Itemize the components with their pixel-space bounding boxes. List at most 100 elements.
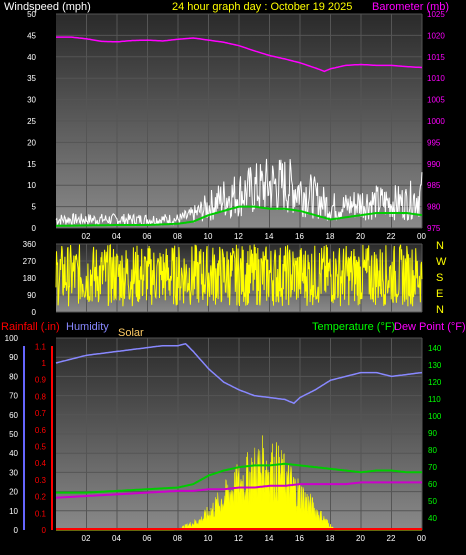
barometer-y-tick: 985 [427, 181, 441, 190]
temperature-y-tick: 110 [428, 395, 441, 404]
rain-y-tick: 0.9 [35, 376, 47, 385]
humidity-y-tick: 10 [9, 507, 18, 516]
rain-y-tick: 0.1 [35, 509, 47, 518]
wind-y-tick: 0 [32, 224, 37, 233]
x-tick-label: 04 [112, 534, 121, 543]
wind-y-tick: 20 [27, 138, 36, 147]
x-tick-label: 14 [265, 232, 274, 241]
x-tick-label: 04 [112, 232, 121, 241]
direction-letter: N [436, 240, 444, 252]
rain-y-tick: 0.8 [35, 392, 47, 401]
wind-y-tick: 35 [27, 74, 36, 83]
wind-y-tick: 10 [27, 181, 36, 190]
humidity-y-tick: 70 [9, 392, 18, 401]
humidity-y-tick: 90 [9, 353, 18, 362]
direction-letter: N [436, 304, 444, 316]
rain-y-tick: 1.1 [35, 342, 47, 351]
rain-y-tick: 0.4 [35, 459, 47, 468]
rainfall-axis-label: Rainfall (.in) [1, 321, 60, 333]
x-tick-label: 18 [326, 232, 335, 241]
x-tick-label: 10 [204, 232, 213, 241]
temperature-y-tick: 80 [428, 446, 437, 455]
barometer-y-tick: 1020 [427, 31, 445, 40]
humidity-y-tick: 40 [9, 449, 18, 458]
direction-letter: S [436, 272, 443, 284]
x-tick-label: 10 [204, 534, 213, 543]
direction-y-tick: 270 [23, 257, 37, 266]
wind-y-tick: 25 [27, 117, 36, 126]
rain-y-tick: 0.5 [35, 443, 47, 452]
rain-y-tick: 1 [42, 359, 47, 368]
x-tick-label: 08 [173, 534, 182, 543]
humidity-y-tick: 60 [9, 411, 18, 420]
temperature-y-tick: 140 [428, 344, 442, 353]
rain-y-tick: 0.6 [35, 426, 47, 435]
x-tick-label: 20 [356, 232, 365, 241]
humidity-y-tick: 0 [14, 526, 19, 535]
direction-y-tick: 90 [27, 291, 36, 300]
humidity-y-tick: 80 [9, 372, 18, 381]
temperature-y-tick: 90 [428, 429, 437, 438]
x-tick-label: 16 [295, 534, 304, 543]
barometer-y-tick: 1000 [427, 117, 445, 126]
wind-y-tick: 15 [27, 160, 36, 169]
x-tick-label: 00 [417, 534, 426, 543]
temperature-y-tick: 40 [428, 514, 437, 523]
rain-y-tick: 0.3 [35, 476, 47, 485]
wind-y-tick: 30 [27, 96, 36, 105]
temperature-y-tick: 130 [428, 361, 442, 370]
x-tick-label: 06 [143, 534, 152, 543]
barometer-y-tick: 990 [427, 160, 441, 169]
direction-y-tick: 0 [32, 308, 37, 317]
humidity-y-tick: 50 [9, 430, 18, 439]
x-tick-label: 00 [417, 232, 426, 241]
x-tick-label: 02 [82, 534, 91, 543]
direction-y-tick: 360 [23, 240, 37, 249]
x-tick-label: 18 [326, 534, 335, 543]
x-tick-label: 22 [387, 232, 396, 241]
temperature-axis-label: Temperature (°F) [312, 321, 395, 333]
wind-y-tick: 50 [27, 10, 36, 19]
temperature-y-tick: 60 [428, 480, 437, 489]
wind-axis-label: Windspeed (mph) [4, 1, 91, 13]
barometer-y-tick: 1005 [427, 96, 445, 105]
direction-y-tick: 180 [23, 274, 37, 283]
rain-y-tick: 0.7 [35, 409, 47, 418]
humidity-y-tick: 20 [9, 488, 18, 497]
rain-y-tick: 0.2 [35, 493, 47, 502]
temperature-y-tick: 120 [428, 378, 442, 387]
barometer-y-tick: 1015 [427, 53, 445, 62]
humidity-axis-label: Humidity [66, 321, 109, 333]
direction-letter: E [436, 288, 443, 300]
barometer-y-tick: 1010 [427, 74, 445, 83]
x-tick-label: 16 [295, 232, 304, 241]
temperature-y-tick: 50 [428, 497, 437, 506]
x-tick-label: 02 [82, 232, 91, 241]
humidity-y-tick: 30 [9, 468, 18, 477]
barometer-y-tick: 980 [427, 203, 441, 212]
dewpoint-axis-label: Dew Point (°F) [394, 321, 466, 333]
temperature-panel: 02 04 06 08 10 12 14 16 18 20 22 000102030405060708… [5, 334, 442, 543]
temperature-y-tick: 70 [428, 463, 437, 472]
humidity-y-tick: 100 [5, 334, 19, 343]
direction-letter: W [436, 256, 447, 268]
wind-panel: 02 04 06 08 10 12 14 16 18 20 22 000510152025303540… [27, 10, 445, 241]
chart-title: 24 hour graph day : October 19 2025 [172, 1, 352, 13]
wind-y-tick: 40 [27, 53, 36, 62]
wind-y-tick: 5 [32, 203, 37, 212]
solar-axis-label: Solar [118, 327, 144, 339]
barometer-y-tick: 995 [427, 138, 441, 147]
x-tick-label: 22 [387, 534, 396, 543]
x-tick-label: 14 [265, 534, 274, 543]
x-tick-label: 06 [143, 232, 152, 241]
wind-y-tick: 45 [27, 31, 36, 40]
x-tick-label: 12 [234, 534, 243, 543]
barometer-y-tick: 1025 [427, 10, 445, 19]
rain-y-tick: 0 [42, 526, 47, 535]
x-tick-label: 08 [173, 232, 182, 241]
barometer-y-tick: 975 [427, 224, 441, 233]
temperature-y-tick: 100 [428, 412, 442, 421]
x-tick-label: 12 [234, 232, 243, 241]
